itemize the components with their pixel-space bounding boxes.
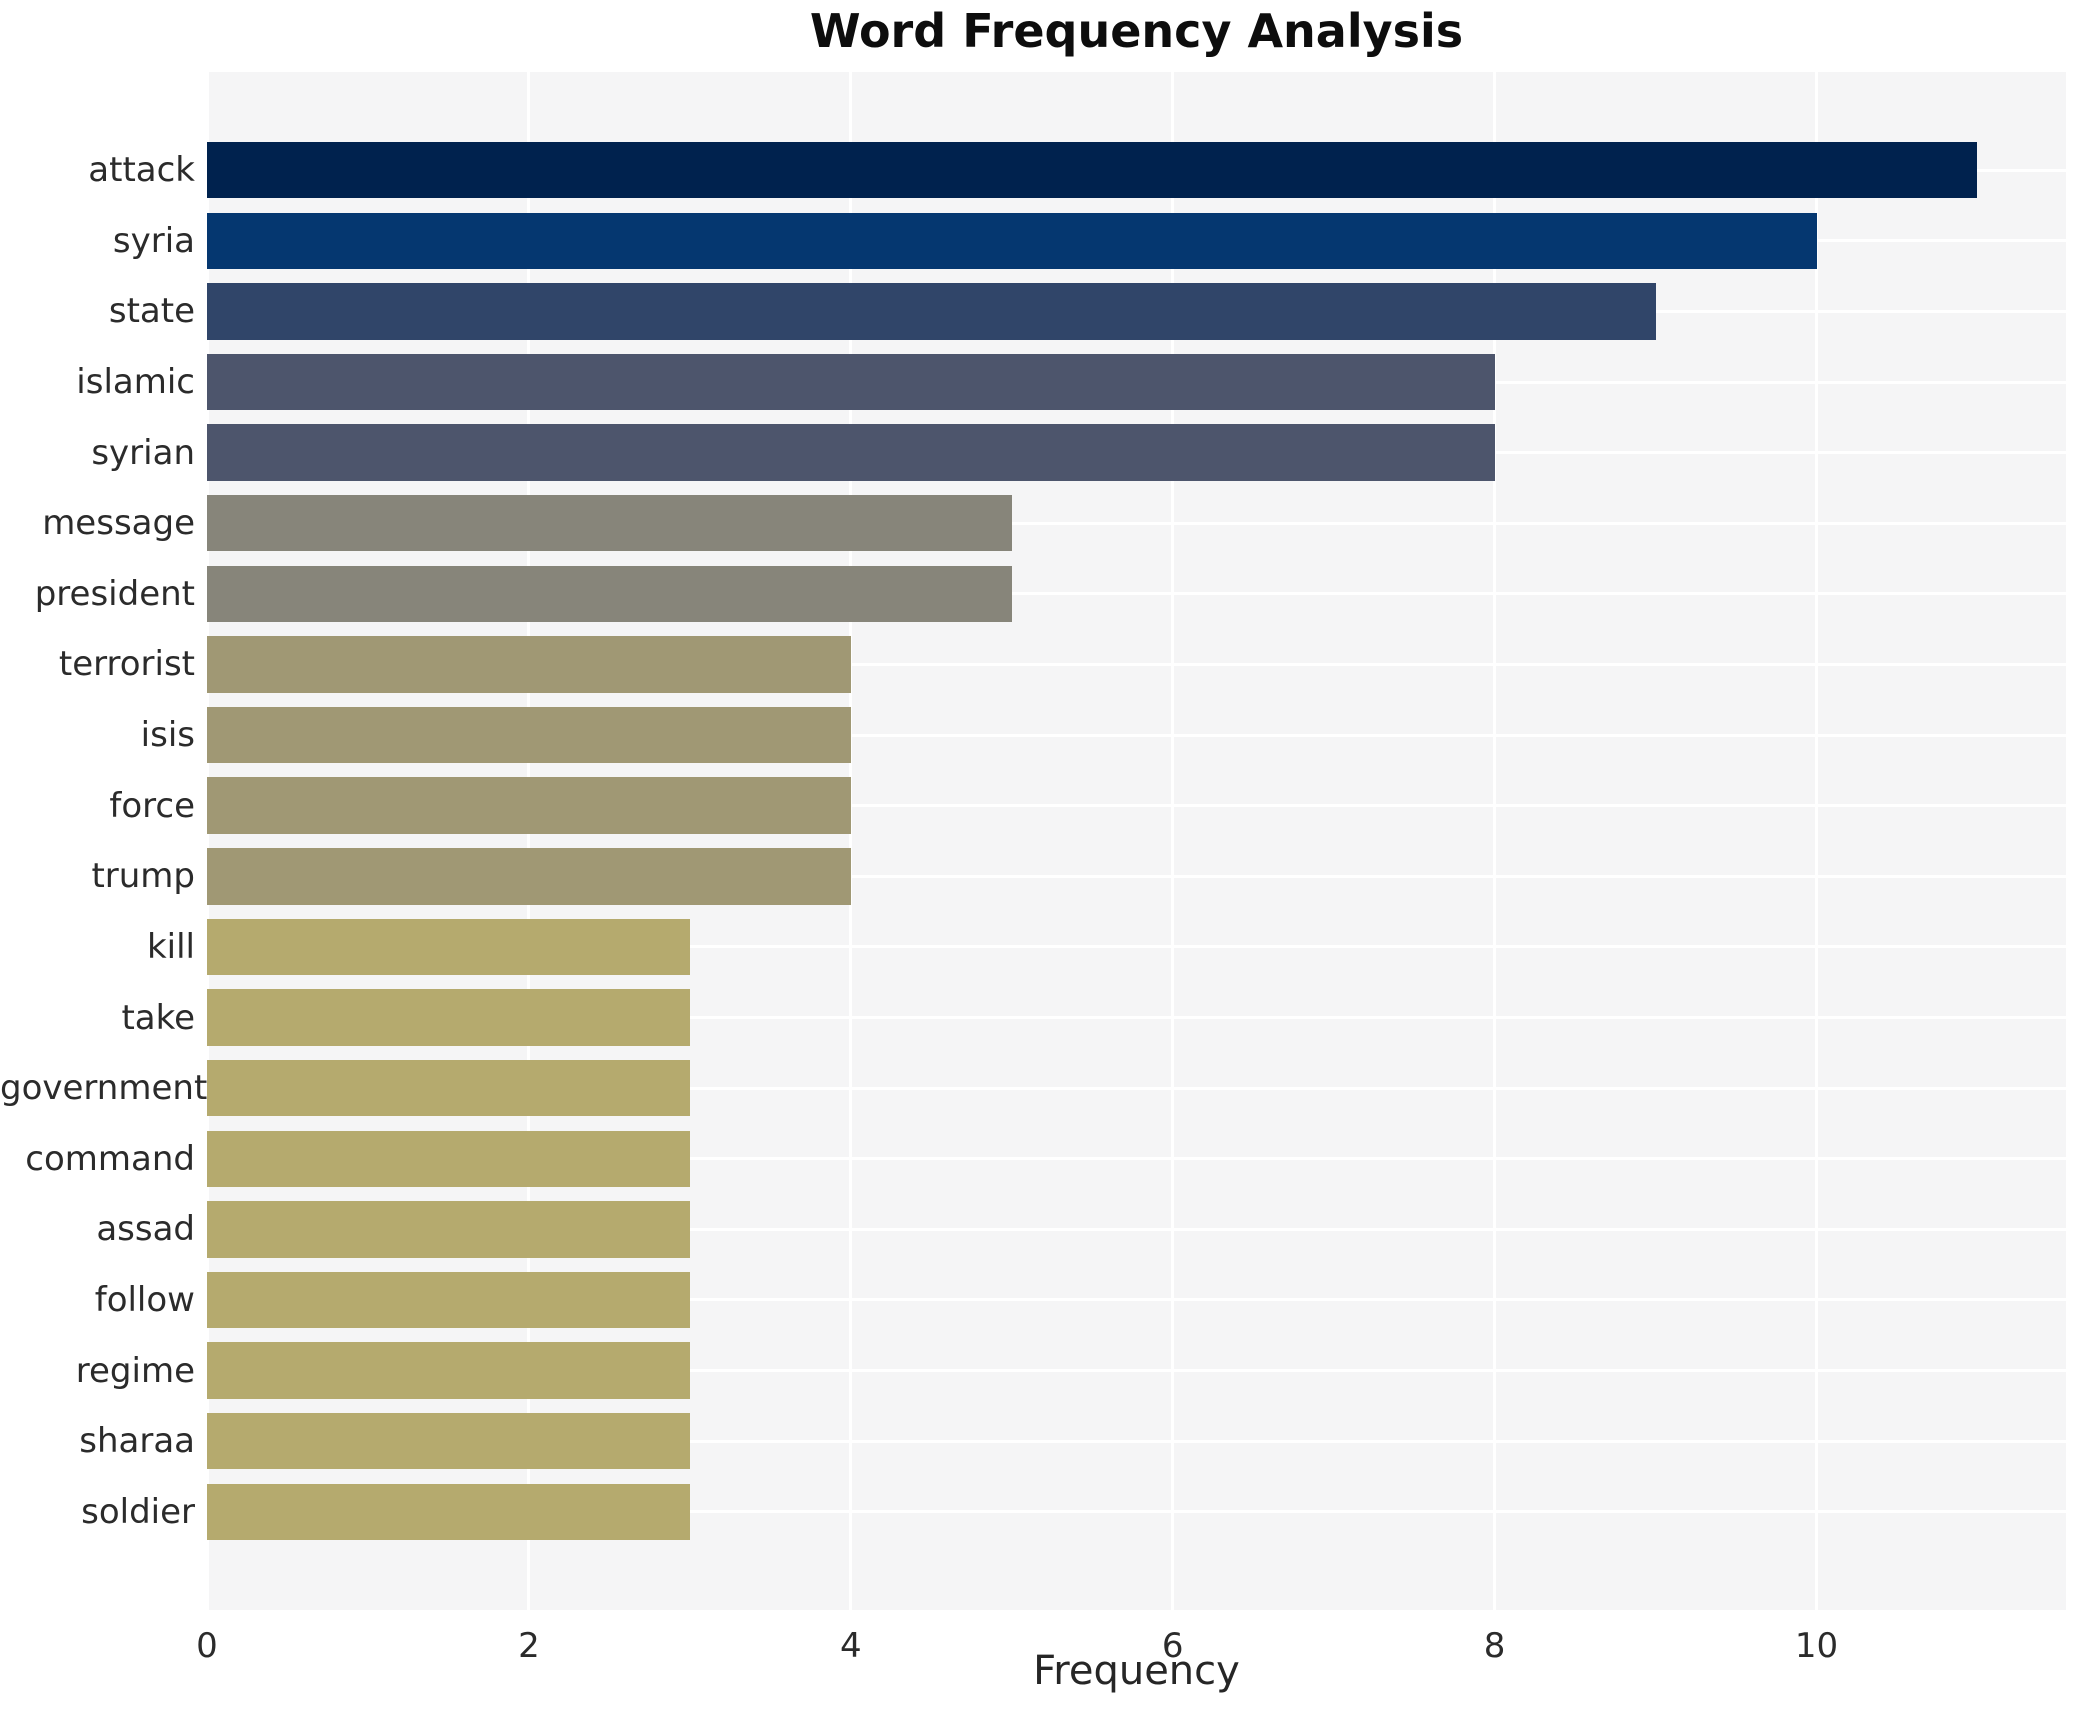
y-tick-label-assad: assad xyxy=(96,1209,195,1250)
bar-terrorist xyxy=(207,636,851,693)
gridline-y-take xyxy=(207,1016,2066,1020)
x-tick-label-2: 2 xyxy=(518,1626,540,1666)
y-tick-label-soldier: soldier xyxy=(81,1491,195,1532)
y-tick-label-state: state xyxy=(108,291,195,332)
y-tick-label-isis: isis xyxy=(140,715,195,756)
bar-sharaa xyxy=(207,1412,690,1470)
gridline-y-isis xyxy=(207,733,2066,737)
gridline-y-government xyxy=(207,1086,2066,1090)
y-tick-label-take: take xyxy=(121,997,195,1038)
gridline-x-10 xyxy=(1815,72,1819,1610)
bar-islamic xyxy=(207,353,1495,411)
bar-isis xyxy=(207,706,851,764)
gridline-y-trump xyxy=(207,874,2066,878)
bar-follow xyxy=(207,1271,690,1329)
bar-attack xyxy=(207,141,1978,199)
y-tick-label-regime: regime xyxy=(75,1350,195,1391)
gridline-y-follow xyxy=(207,1298,2066,1302)
gridline-x-8 xyxy=(1493,72,1497,1610)
x-tick-label-4: 4 xyxy=(839,1626,862,1666)
plot-area xyxy=(207,72,2066,1610)
bar-president xyxy=(207,565,1012,623)
bar-assad xyxy=(207,1201,690,1258)
y-tick-label-attack: attack xyxy=(88,150,195,191)
gridline-y-kill xyxy=(207,945,2066,949)
y-tick-label-government: government xyxy=(0,1068,208,1109)
bar-trump xyxy=(207,848,851,905)
gridline-y-soldier xyxy=(207,1510,2066,1514)
gridline-x-0 xyxy=(207,72,209,1610)
bar-syrian xyxy=(207,424,1495,481)
bar-state xyxy=(207,283,1656,340)
gridline-x-6 xyxy=(1171,72,1175,1610)
bar-government xyxy=(207,1059,690,1117)
y-tick-label-sharaa: sharaa xyxy=(79,1421,195,1462)
gridline-y-assad xyxy=(207,1227,2066,1231)
y-tick-label-syrian: syrian xyxy=(91,432,195,473)
gridline-x-4 xyxy=(849,72,853,1610)
gridline-y-regime xyxy=(207,1369,2066,1373)
y-tick-label-islamic: islamic xyxy=(76,362,195,402)
x-tick-label-6: 6 xyxy=(1161,1626,1184,1666)
y-tick-label-trump: trump xyxy=(91,856,195,897)
y-tick-label-president: president xyxy=(34,573,195,614)
bar-syria xyxy=(207,212,1817,269)
gridline-x-2 xyxy=(527,72,531,1610)
gridline-y-message xyxy=(207,521,2066,525)
gridline-y-president xyxy=(207,592,2066,596)
y-tick-label-terrorist: terrorist xyxy=(58,644,195,685)
x-tick-label-10: 10 xyxy=(1794,1626,1839,1666)
x-axis-title: Frequency xyxy=(1033,1648,1240,1694)
gridline-y-force xyxy=(207,804,2066,808)
x-tick-label-8: 8 xyxy=(1483,1626,1506,1666)
y-tick-label-message: message xyxy=(42,503,195,544)
y-tick-label-command: command xyxy=(25,1138,195,1179)
gridline-y-sharaa xyxy=(207,1439,2066,1443)
gridline-y-command xyxy=(207,1157,2066,1161)
x-tick-label-0: 0 xyxy=(196,1626,218,1666)
chart-title: Word Frequency Analysis xyxy=(809,4,1464,58)
gridline-y-terrorist xyxy=(207,662,2066,666)
y-tick-label-syria: syria xyxy=(112,220,195,261)
bar-kill xyxy=(207,918,690,976)
bar-take xyxy=(207,989,690,1046)
bar-command xyxy=(207,1130,690,1187)
y-tick-label-follow: follow xyxy=(94,1279,195,1320)
bar-force xyxy=(207,777,851,834)
y-tick-label-kill: kill xyxy=(146,926,195,967)
bar-regime xyxy=(207,1342,690,1399)
y-tick-label-force: force xyxy=(109,785,195,826)
bar-message xyxy=(207,494,1012,552)
bar-soldier xyxy=(207,1483,690,1541)
